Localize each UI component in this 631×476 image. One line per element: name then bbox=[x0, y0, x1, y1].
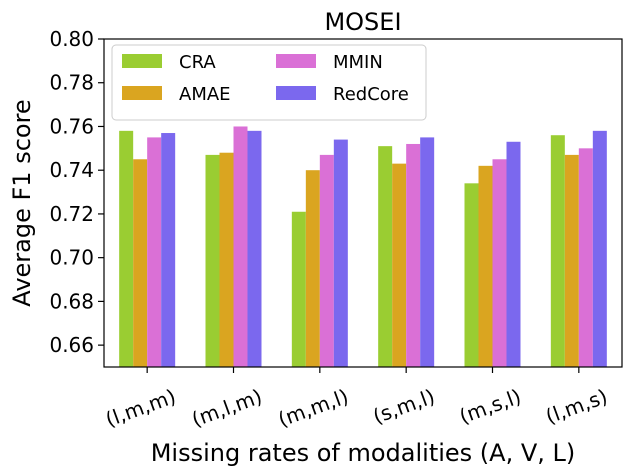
chart-title: MOSEI bbox=[324, 8, 401, 36]
bar-amae-3 bbox=[305, 170, 320, 367]
bar-redcore-5 bbox=[506, 141, 521, 367]
bar-mmin-2 bbox=[233, 126, 248, 367]
bar-redcore-3 bbox=[333, 139, 348, 367]
bar-amae-1 bbox=[133, 159, 148, 367]
y-axis-label: Average F1 score bbox=[8, 99, 36, 306]
y-tick-label: 0.80 bbox=[49, 27, 94, 51]
bar-cra-4 bbox=[378, 146, 393, 367]
legend-label-amae: AMAE bbox=[179, 84, 231, 105]
bar-mmin-4 bbox=[406, 143, 421, 367]
bar-redcore-6 bbox=[592, 130, 607, 367]
bar-cra-5 bbox=[464, 183, 479, 367]
plot-frame bbox=[103, 38, 623, 368]
bar-cra-1 bbox=[119, 130, 134, 367]
bar-amae-4 bbox=[392, 163, 407, 367]
x-tick-label: (s,m,l) bbox=[370, 384, 438, 428]
x-tick-label: (m,s,l) bbox=[456, 384, 524, 428]
bar-redcore-1 bbox=[161, 133, 176, 367]
bar-cra-2 bbox=[205, 154, 220, 367]
legend-swatch-redcore bbox=[276, 86, 316, 100]
y-tick-label: 0.78 bbox=[49, 71, 94, 95]
bar-amae-2 bbox=[219, 152, 234, 367]
y-axis: 0.66 0.68 0.70 0.72 0.74 0.76 0.78 0.80 bbox=[49, 27, 104, 357]
bar-redcore-4 bbox=[420, 137, 435, 367]
y-tick-label: 0.68 bbox=[49, 289, 94, 313]
x-tick-label: (m,l,m) bbox=[189, 384, 266, 431]
bar-cra-6 bbox=[550, 135, 565, 367]
y-tick-label: 0.72 bbox=[49, 202, 94, 226]
x-tick-label: (l,m,s) bbox=[542, 384, 610, 428]
bar-mmin-1 bbox=[147, 137, 162, 367]
legend-label-mmin: MMIN bbox=[333, 52, 383, 73]
legend-swatch-amae bbox=[122, 86, 162, 100]
y-tick-label: 0.74 bbox=[49, 158, 94, 182]
legend-swatch-mmin bbox=[276, 54, 316, 68]
y-tick-label: 0.70 bbox=[49, 246, 94, 270]
legend: CRA AMAE MMIN RedCore bbox=[111, 44, 427, 121]
bars-group bbox=[119, 126, 607, 367]
bar-mmin-6 bbox=[578, 148, 593, 367]
y-tick-label: 0.76 bbox=[49, 114, 94, 138]
bar-mmin-5 bbox=[492, 159, 507, 367]
x-tick-label: (m,m,l) bbox=[275, 384, 352, 431]
bar-mmin-3 bbox=[319, 154, 334, 367]
legend-label-cra: CRA bbox=[179, 52, 216, 73]
legend-swatch-cra bbox=[122, 54, 162, 68]
bar-amae-6 bbox=[564, 154, 579, 367]
y-tick-label: 0.66 bbox=[49, 333, 94, 357]
bar-amae-5 bbox=[478, 165, 493, 367]
x-axis-label: Missing rates of modalities (A, V, L) bbox=[151, 439, 576, 467]
x-axis: (l,m,m) (m,l,m) (m,m,l) (s,m,l) (m,s,l) (l,m,… bbox=[102, 367, 611, 432]
bar-cra-3 bbox=[291, 211, 306, 367]
legend-label-redcore: RedCore bbox=[333, 84, 409, 105]
x-tick-label: (l,m,m) bbox=[102, 384, 179, 431]
legend-frame bbox=[111, 44, 427, 121]
bar-redcore-2 bbox=[247, 130, 262, 367]
